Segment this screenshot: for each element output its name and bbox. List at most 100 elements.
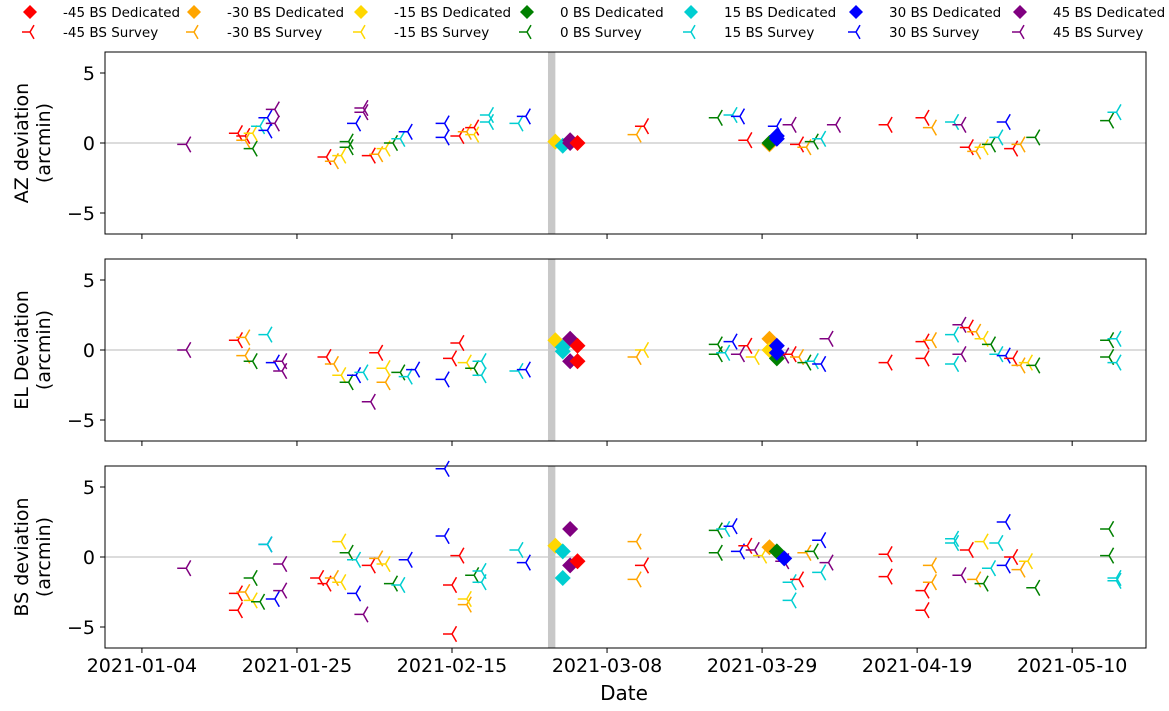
legend-tri-marker [353,24,366,40]
legend-label: 15 BS Dedicated [724,5,836,21]
survey-point [479,106,495,124]
survey-point [472,353,487,370]
survey-point [177,560,192,577]
survey-point [177,136,192,153]
survey-point [967,571,982,588]
survey-point [347,367,362,384]
legend-entry: -30 BS Survey [186,24,322,41]
survey-point [922,332,938,349]
survey-point [236,329,251,346]
dedicated-point [768,128,785,144]
ylabel-bs-line2: (arcmin) [33,517,55,597]
x-tick-label: 2021-04-19 [862,655,972,677]
survey-point [989,534,1004,552]
survey-point [738,337,753,354]
survey-point [354,99,369,117]
survey-point [273,362,288,380]
survey-point [952,346,967,363]
survey-point [1018,354,1034,371]
survey-point [981,336,997,353]
survey-point [376,555,391,573]
survey-point [354,364,369,381]
survey-point [347,551,362,568]
survey-point [945,530,960,547]
survey-point [790,571,805,588]
survey-point [258,326,273,343]
legend-diamond-marker [354,5,368,19]
survey-point [627,533,642,550]
legend-label: -45 BS Dedicated [63,5,180,21]
legend-entry: 0 BS Survey [519,24,642,41]
survey-point [479,113,495,131]
survey-point [804,543,819,560]
survey-point [952,567,967,584]
dedicated-point [554,543,571,560]
survey-point [398,123,413,140]
survey-point [324,153,340,170]
survey-point [974,575,989,592]
survey-point [745,348,760,366]
survey-point [457,354,472,371]
survey-point [406,361,421,378]
dedicated-point [562,521,579,537]
survey-point [634,118,650,135]
survey-point [974,139,989,156]
survey-point [265,354,280,371]
survey-point [450,127,465,145]
survey-point [509,115,524,132]
survey-point [324,355,340,373]
survey-point [465,567,480,584]
survey-point [1011,561,1026,578]
legend-label: -15 BS Dedicated [394,5,511,21]
survey-point [959,139,974,156]
panel-bs-deviation: BS deviation (arcmin) −5 0 5 [11,460,1147,653]
survey-point [317,575,332,592]
survey-point [435,129,450,146]
survey-point [1026,579,1041,596]
dedicated-point [569,337,586,354]
survey-point [465,126,480,143]
survey-point [826,116,842,133]
legend-tri-marker [683,24,696,40]
survey-point [472,562,487,580]
survey-point [723,518,738,535]
survey-point [243,569,258,587]
legend-label: 30 BS Survey [889,25,979,41]
x-tick-label: 2021-01-04 [87,655,197,677]
survey-point [797,139,812,156]
legend-entry: -15 BS Survey [353,24,489,41]
survey-point [228,332,244,349]
survey-point [332,533,347,550]
survey-point [945,534,960,552]
survey-point [952,316,967,333]
survey-point [708,336,723,353]
survey-point [369,344,384,361]
survey-point [228,585,244,602]
survey-point [435,527,450,545]
survey-point [273,582,288,599]
survey-point [332,574,347,591]
survey-point [1004,548,1019,566]
y-tick-label: 5 [83,477,95,499]
survey-point [812,130,827,147]
survey-point [443,350,458,367]
survey-point [782,346,797,363]
y-tick-label: 0 [83,340,95,362]
x-tick-label: 2021-05-10 [1017,655,1127,677]
y-tick-label: −5 [67,203,95,225]
survey-point [443,576,458,594]
survey-point [1107,572,1122,589]
survey-point [730,108,746,125]
survey-point [627,126,642,143]
survey-point [361,147,376,164]
legend-entry: -30 BS Dedicated [187,5,344,21]
survey-point [310,569,325,587]
survey-point [974,330,989,347]
survey-point [952,116,967,133]
survey-point [723,333,738,350]
survey-point [922,574,938,591]
ylabel-el-line2: (arcmin) [33,310,55,390]
legend-entry: -45 BS Survey [22,24,158,41]
survey-point [804,353,819,370]
